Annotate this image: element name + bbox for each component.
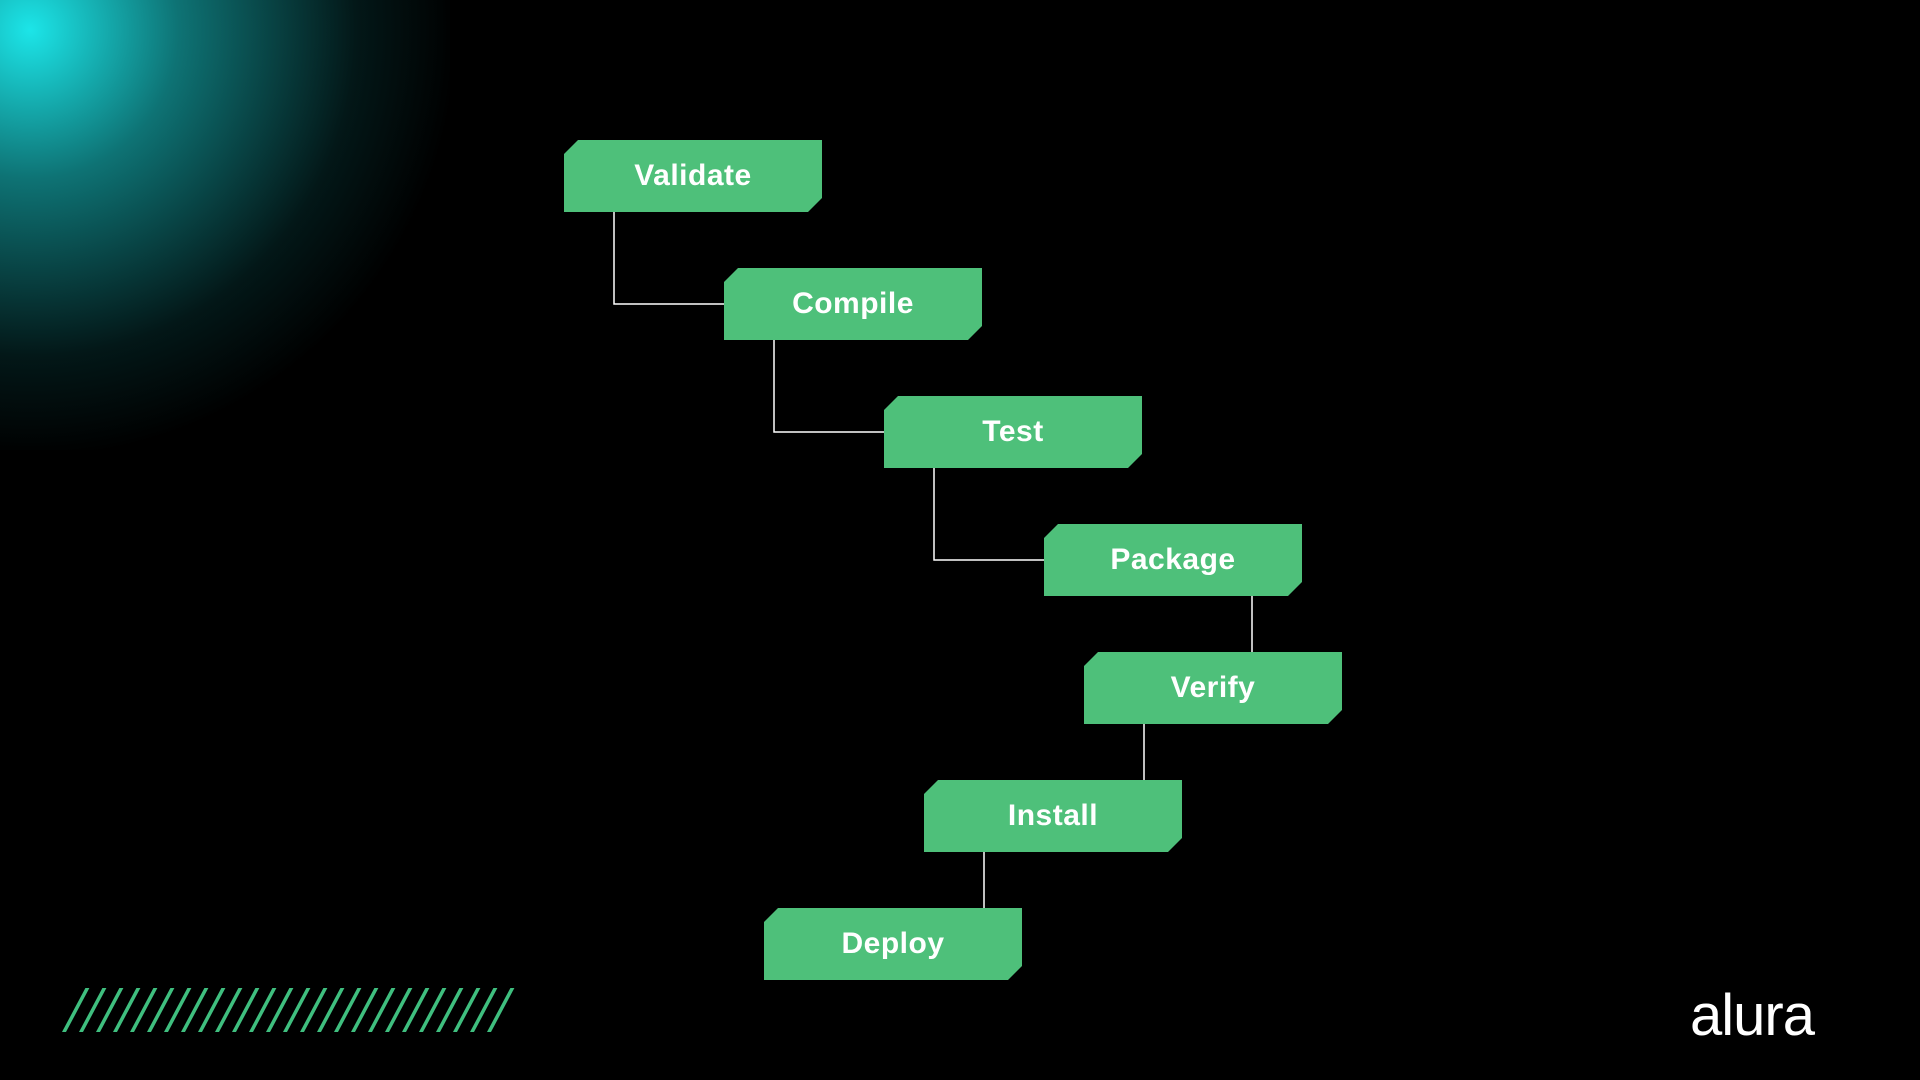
flow-node-install: Install <box>924 780 1182 852</box>
flow-node-label: Test <box>982 415 1043 449</box>
flow-diagram: Validate Compile Test Package Verify Install D… <box>0 0 1920 1080</box>
brand-logo: alura <box>1690 982 1814 1049</box>
flow-node-compile: Compile <box>724 268 982 340</box>
flow-node-test: Test <box>884 396 1142 468</box>
flow-edge <box>934 468 1044 560</box>
flow-node-label: Verify <box>1171 671 1256 705</box>
flow-node-label: Deploy <box>841 927 944 961</box>
flow-node-validate: Validate <box>564 140 822 212</box>
flow-node-deploy: Deploy <box>764 908 1022 980</box>
flow-node-label: Validate <box>634 159 751 193</box>
flow-node-label: Install <box>1008 799 1098 833</box>
flow-edge <box>774 340 884 432</box>
flow-edge <box>614 212 724 304</box>
flow-node-verify: Verify <box>1084 652 1342 724</box>
flow-node-package: Package <box>1044 524 1302 596</box>
flow-node-label: Package <box>1110 543 1235 577</box>
flow-node-label: Compile <box>792 287 914 321</box>
